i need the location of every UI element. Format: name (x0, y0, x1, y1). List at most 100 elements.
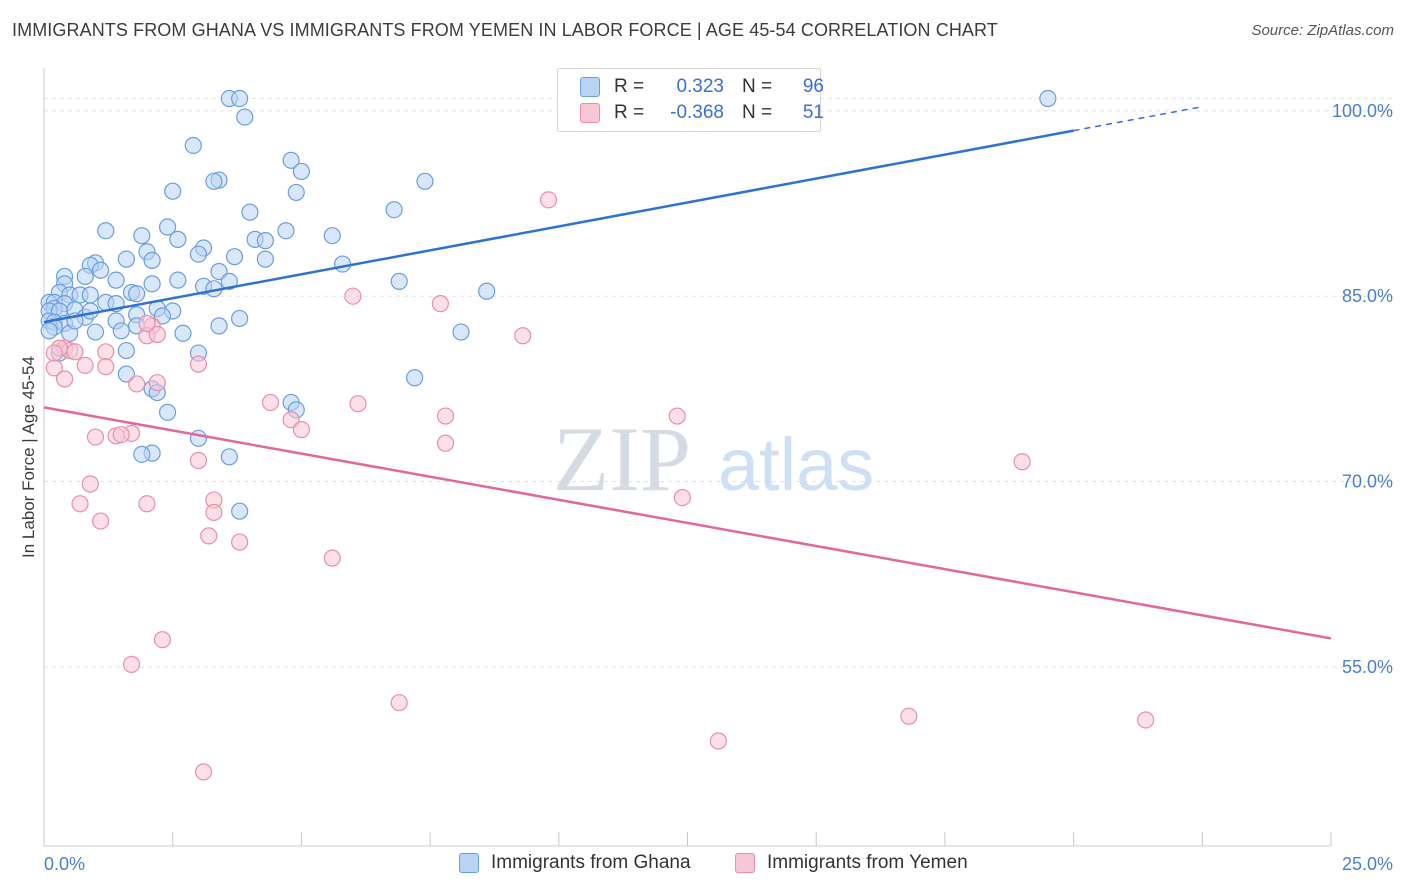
legend-r-label: R = (614, 102, 645, 123)
ghana-point (107, 271, 125, 289)
ghana-point (452, 323, 470, 341)
yemen-point (66, 343, 84, 361)
ghana-point (169, 271, 187, 289)
yemen-point (148, 325, 166, 344)
ghana-point (333, 255, 352, 273)
yemen-point (55, 370, 74, 388)
y-tick-label: 85.0% (1342, 286, 1393, 306)
yemen-point (112, 425, 130, 444)
yemen-point (128, 375, 146, 393)
legend-item-yemen: Immigrants from Yemen (735, 852, 968, 874)
x-axis-tick-labels: 0.0% 25.0% (44, 854, 1393, 874)
y-tick-label: 70.0% (1342, 472, 1393, 492)
ghana-trend-line (43, 129, 1074, 324)
legend-row-yemen: R = -0.368 N = 51 (580, 100, 824, 126)
ghana-point (97, 222, 115, 240)
yemen-point (673, 488, 691, 507)
ghana-point (220, 448, 238, 466)
ghana-point (86, 323, 105, 341)
grid-lines (44, 98, 1392, 668)
yemen-point (189, 355, 208, 373)
yemen-point (323, 549, 341, 567)
yemen-point (189, 451, 208, 470)
ghana-point (1039, 89, 1057, 108)
ghana-point (169, 230, 187, 248)
ghana-point (292, 162, 310, 181)
yemen-point (668, 407, 686, 425)
y-tick-label: 55.0% (1342, 657, 1393, 677)
ghana-point (40, 322, 58, 340)
ghana-point (81, 302, 99, 320)
x-axis-ticks (43, 832, 1332, 846)
yemen-legend-swatch (735, 853, 755, 873)
yemen-point (138, 495, 156, 513)
yemen-point (76, 356, 94, 374)
ghana-point (231, 89, 249, 108)
ghana-point (184, 136, 202, 155)
yemen-point (71, 495, 89, 513)
trend-lines (43, 105, 1332, 640)
ghana-point (117, 365, 135, 383)
ghana-point (210, 317, 228, 335)
yemen-point (436, 407, 455, 425)
y-tick-label: 100.0% (1332, 101, 1393, 121)
yemen-point (514, 327, 532, 345)
ghana-point (128, 285, 146, 303)
ghana-point (174, 324, 192, 342)
ghana-point (210, 262, 228, 281)
y-axis-tick-labels: 55.0% 70.0% 85.0% 100.0% (1332, 101, 1393, 677)
legend-n-label: N = (742, 102, 773, 123)
yemen-points (45, 191, 1155, 781)
yemen-point (1013, 453, 1031, 471)
yemen-point (194, 763, 213, 781)
ghana-point (225, 248, 244, 266)
yemen-point (900, 707, 918, 725)
ghana-point (236, 108, 254, 126)
yemen-point (200, 527, 218, 545)
yemen-point (436, 434, 455, 452)
ghana-point (478, 282, 496, 300)
ghana-trend-extension (1073, 105, 1203, 132)
ghana-point (153, 307, 172, 325)
ghana-point (390, 272, 408, 290)
yemen-point (349, 395, 367, 413)
ghana-swatch (580, 77, 600, 97)
x-tick-label: 0.0% (44, 854, 85, 874)
ghana-point (416, 172, 434, 190)
yemen-point (344, 287, 362, 305)
ghana-point (117, 250, 135, 268)
ghana-point (112, 322, 130, 340)
yemen-point (81, 475, 99, 493)
legend-label-ghana: Immigrants from Ghana (491, 852, 691, 873)
yemen-point (92, 512, 110, 530)
ghana-point (277, 222, 295, 240)
ghana-point (133, 227, 151, 245)
yemen-point (97, 358, 115, 376)
ghana-point (158, 403, 177, 421)
ghana-point (406, 369, 424, 387)
ghana-point (256, 250, 274, 268)
watermark-zip: ZIP (553, 408, 691, 510)
yemen-point (122, 655, 141, 673)
yemen-point (45, 344, 63, 362)
ghana-point (164, 182, 182, 200)
legend-row-ghana: R = 0.323 N = 96 (580, 74, 824, 100)
correlation-legend: R = 0.323 N = 96 R = -0.368 N = 51 (557, 68, 824, 132)
ghana-point (189, 429, 208, 447)
ghana-point (385, 201, 403, 219)
ghana-point (241, 203, 259, 221)
yemen-point (153, 631, 172, 649)
yemen-point (148, 374, 166, 392)
ghana-point (158, 218, 177, 236)
watermark-atlas: atlas (718, 423, 874, 506)
legend-n-label: N = (742, 76, 773, 97)
yemen-point (231, 533, 249, 551)
yemen-point (539, 191, 558, 209)
ghana-point (231, 309, 249, 328)
yemen-point (97, 343, 115, 361)
ghana-point (256, 232, 274, 250)
legend-n-value: 96 (802, 76, 824, 97)
y-axis-label: In Labor Force | Age 45-54 (19, 356, 38, 558)
x-tick-label: 25.0% (1342, 854, 1393, 874)
